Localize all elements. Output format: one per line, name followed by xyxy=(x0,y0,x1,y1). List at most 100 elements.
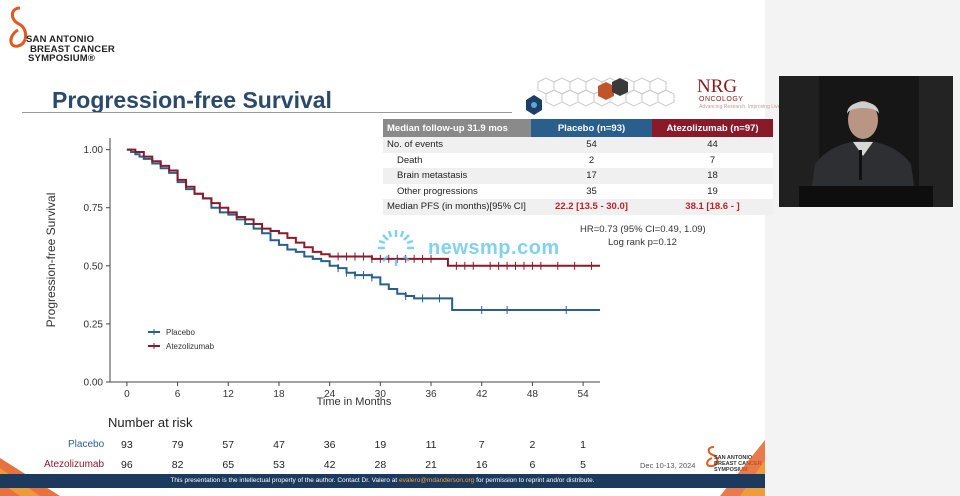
stats-row: Other progressions 35 19 xyxy=(383,183,773,199)
y-tick-label: 0.00 xyxy=(84,378,104,389)
x-axis-label: Time in Months xyxy=(317,396,392,408)
x-tick-label: 54 xyxy=(578,389,590,400)
km-line-atezolizumab xyxy=(126,148,600,267)
nrg-logo-tagline: Advancing Research. Improving Lives. xyxy=(699,104,785,110)
slide-title: Progression-free Survival xyxy=(52,87,332,113)
risk-cell: 36 xyxy=(323,439,336,451)
legend-label: Placebo xyxy=(166,328,195,337)
risk-row-label-atezolizumab: Atezolizumab xyxy=(44,459,105,470)
speaker-silhouette-icon xyxy=(779,76,953,207)
x-tick-label: 36 xyxy=(425,389,437,400)
risk-cell: 42 xyxy=(323,459,336,471)
decorative-stripe-left xyxy=(0,458,60,496)
footer-text-after: for permission to reprint and/or distrib… xyxy=(474,477,595,484)
stats-atezolizumab-value: 19 xyxy=(652,183,773,199)
logrank-text: Log rank p=0.12 xyxy=(608,237,677,248)
chart-axes xyxy=(109,138,600,383)
stats-atezolizumab-value: 18 xyxy=(652,168,773,184)
risk-cell: 21 xyxy=(425,459,437,471)
risk-cell: 2 xyxy=(529,439,536,451)
stats-row-label: Brain metastasis xyxy=(383,168,531,184)
risk-row-label-placebo: Placebo xyxy=(68,439,105,450)
footer-text-before: This presentation is the intellectual pr… xyxy=(170,477,399,484)
risk-cell: 82 xyxy=(171,459,184,471)
risk-cell: 65 xyxy=(222,459,235,471)
stats-row: Median PFS (in months)[95% CI] 22.2 [13.… xyxy=(383,199,773,215)
sabcs-small-logo-text: SAN ANTONIO BREAST CANCER SYMPOSIUM xyxy=(714,455,762,473)
risk-cell: 96 xyxy=(121,459,133,471)
risk-table-title: Number at risk xyxy=(108,415,193,430)
stats-row-label: Death xyxy=(383,152,531,168)
x-tick-label: 18 xyxy=(273,389,285,400)
stats-row: No. of events 54 44 xyxy=(383,137,773,153)
stats-row-label: No. of events xyxy=(383,137,531,153)
stats-header-row: Median follow-up 31.9 mos Placebo (n=93)… xyxy=(383,119,773,137)
hazard-ratio-text: HR=0.73 (95% CI=0.49, 1.09) xyxy=(580,224,706,235)
logo-line-3: SYMPOSIUM® xyxy=(28,53,96,64)
risk-cell: 5 xyxy=(580,459,587,471)
sabcs-small-logo-icon xyxy=(706,446,719,468)
y-tick-label: 0.25 xyxy=(84,319,104,330)
sabcs-logo-text: SAN ANTONIO BREAST CANCER SYMPOSIUM® xyxy=(26,35,115,64)
stats-atezolizumab-value: 7 xyxy=(652,152,773,168)
footer-email: evalero@mdanderson.org xyxy=(399,477,475,484)
risk-cell: 1 xyxy=(580,439,587,451)
logo-line-1: SAN ANTONIO xyxy=(26,34,95,45)
nrg-logo-sub: ONCOLOGY xyxy=(699,96,744,103)
molecule-graphic-icon xyxy=(526,77,675,115)
risk-cell: 93 xyxy=(121,439,133,451)
y-tick-label: 0.50 xyxy=(84,261,104,272)
stats-placebo-value: 54 xyxy=(531,137,652,153)
title-divider xyxy=(22,112,512,113)
chart-legend: Placebo Atezolizumab xyxy=(148,328,215,351)
x-tick-label: 24 xyxy=(324,389,336,400)
stats-row: Brain metastasis 17 18 xyxy=(383,168,773,184)
logo-line-2: BREAST CANCER xyxy=(30,43,115,55)
stats-placebo-value: 35 xyxy=(531,183,652,199)
risk-cell: 53 xyxy=(273,459,285,471)
x-tick-label: 12 xyxy=(223,389,235,400)
sabcs-logo-icon xyxy=(9,6,28,48)
stats-atezolizumab-value: 44 xyxy=(652,137,773,153)
risk-cell: 6 xyxy=(529,459,536,471)
y-axis-label: Progression-free Survival xyxy=(44,193,58,328)
watermark-sun-icon xyxy=(378,230,414,266)
small-logo-line-1: SAN ANTONIO xyxy=(714,455,753,461)
conference-date: Dec 10-13, 2024 xyxy=(640,461,696,470)
risk-cell: 57 xyxy=(222,439,235,451)
risk-cell: 7 xyxy=(478,439,485,451)
x-tick-label: 6 xyxy=(175,389,181,400)
stats-placebo-value: 2 xyxy=(531,152,652,168)
x-tick-label: 30 xyxy=(375,389,387,400)
km-line-placebo xyxy=(126,148,600,311)
risk-cell: 16 xyxy=(475,459,488,471)
stats-placebo-value: 17 xyxy=(531,168,652,184)
footer-bar: This presentation is the intellectual pr… xyxy=(0,474,765,488)
legend-label: Atezolizumab xyxy=(166,342,215,351)
stats-header-atezolizumab: Atezolizumab (n=97) xyxy=(652,119,773,137)
stats-row: Death 2 7 xyxy=(383,152,773,168)
risk-cell: 19 xyxy=(374,439,387,451)
watermark-text: newsmp.com xyxy=(428,237,560,259)
risk-cell: 79 xyxy=(171,439,184,451)
stats-atezolizumab-value: 38.1 [18.6 - ] xyxy=(652,199,773,215)
nrg-logo: NRG xyxy=(697,76,738,97)
x-tick-label: 48 xyxy=(527,389,539,400)
risk-cell: 47 xyxy=(273,439,285,451)
small-logo-line-3: SYMPOSIUM xyxy=(714,467,748,473)
km-chart: 0 6 12 18 24 30 36 42 48 54 0.00 0.25 0.50 0.75 1.00 P… xyxy=(44,138,600,408)
stats-row-label: Other progressions xyxy=(383,183,531,199)
x-tick-label: 42 xyxy=(476,389,488,400)
stats-row-label: Median PFS (in months)[95% CI] xyxy=(383,199,531,215)
stats-placebo-value: 22.2 [13.5 - 30.0] xyxy=(531,199,652,215)
speaker-video xyxy=(779,76,953,207)
risk-cell: 11 xyxy=(425,439,437,451)
x-tick-label: 0 xyxy=(124,389,130,400)
stats-header-followup: Median follow-up 31.9 mos xyxy=(383,119,531,137)
stats-table: Median follow-up 31.9 mos Placebo (n=93)… xyxy=(383,119,773,215)
small-logo-line-2: BREAST CANCER xyxy=(714,461,762,467)
risk-cell: 28 xyxy=(374,459,387,471)
y-tick-label: 0.75 xyxy=(84,203,104,214)
stats-header-placebo: Placebo (n=93) xyxy=(531,119,652,137)
y-tick-label: 1.00 xyxy=(84,145,104,156)
